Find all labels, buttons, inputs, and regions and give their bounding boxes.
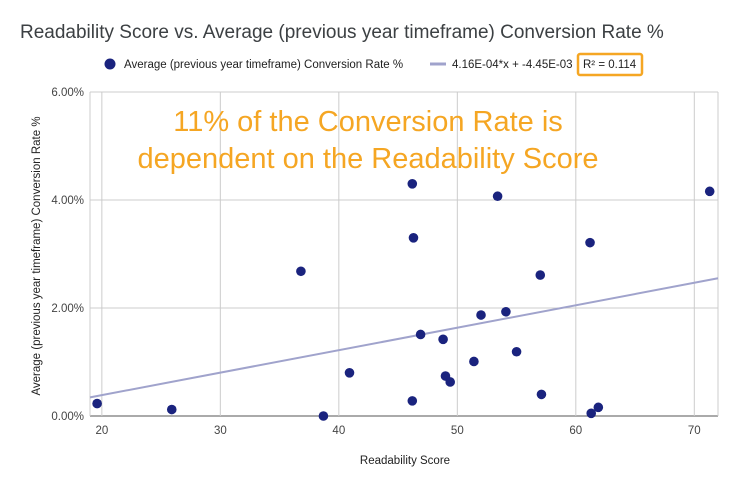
data-point bbox=[296, 266, 306, 277]
data-point bbox=[445, 377, 456, 387]
data-point bbox=[511, 346, 522, 357]
y-tick-label: 0.00% bbox=[51, 411, 84, 423]
x-tick-label: 50 bbox=[451, 425, 464, 437]
gridlines bbox=[89, 91, 719, 417]
data-point bbox=[344, 368, 355, 378]
legend-trendline-label: 4.16E-04*x + -4.45E-03 bbox=[452, 59, 573, 71]
y-tick-label: 6.00% bbox=[51, 87, 84, 99]
annotation-line-1: 11% of the Conversion Rate is bbox=[173, 106, 563, 138]
data-points bbox=[92, 179, 715, 421]
data-point bbox=[438, 334, 448, 345]
annotation-line-2: dependent on the Readability Score bbox=[137, 143, 598, 175]
data-point bbox=[585, 237, 595, 248]
data-point bbox=[408, 233, 419, 243]
data-point bbox=[586, 408, 597, 419]
annotation: 11% of the Conversion Rate is dependent … bbox=[137, 106, 598, 175]
data-point bbox=[501, 306, 511, 317]
trendline-line bbox=[89, 277, 719, 399]
data-point bbox=[535, 270, 546, 280]
data-point bbox=[476, 310, 486, 320]
data-point bbox=[492, 191, 503, 202]
data-point bbox=[469, 356, 479, 367]
tick-labels: 0.00% 2.00% 4.00% 6.00% 20 30 40 50 60 70 bbox=[51, 87, 700, 437]
data-point bbox=[407, 179, 418, 189]
legend: Average (previous year timeframe) Conver… bbox=[104, 52, 644, 77]
x-tick-label: 30 bbox=[214, 425, 227, 437]
y-axis-title: Average (previous year timeframe) Conver… bbox=[31, 116, 43, 395]
data-point bbox=[407, 396, 418, 406]
data-point bbox=[536, 389, 547, 400]
data-point bbox=[415, 329, 426, 340]
trendline bbox=[89, 277, 719, 399]
data-point bbox=[166, 404, 177, 415]
chart-title: Readability Score vs. Average (previous … bbox=[20, 22, 664, 43]
data-point bbox=[318, 411, 329, 421]
legend-r2-label: R² = 0.114 bbox=[583, 59, 637, 71]
y-tick-label: 2.00% bbox=[51, 303, 84, 315]
x-tick-label: 40 bbox=[332, 425, 345, 437]
x-tick-label: 60 bbox=[569, 425, 582, 437]
legend-series-label: Average (previous year timeframe) Conver… bbox=[124, 59, 403, 71]
data-point bbox=[593, 402, 604, 413]
legend-series-marker bbox=[104, 58, 116, 70]
x-tick-label: 20 bbox=[95, 425, 108, 437]
data-point bbox=[92, 398, 102, 409]
x-axis-title: Readability Score bbox=[360, 455, 450, 467]
x-tick-label: 70 bbox=[688, 425, 701, 437]
r2-highlight-box bbox=[576, 52, 644, 77]
y-tick-label: 4.00% bbox=[51, 195, 84, 207]
data-point bbox=[704, 186, 715, 197]
